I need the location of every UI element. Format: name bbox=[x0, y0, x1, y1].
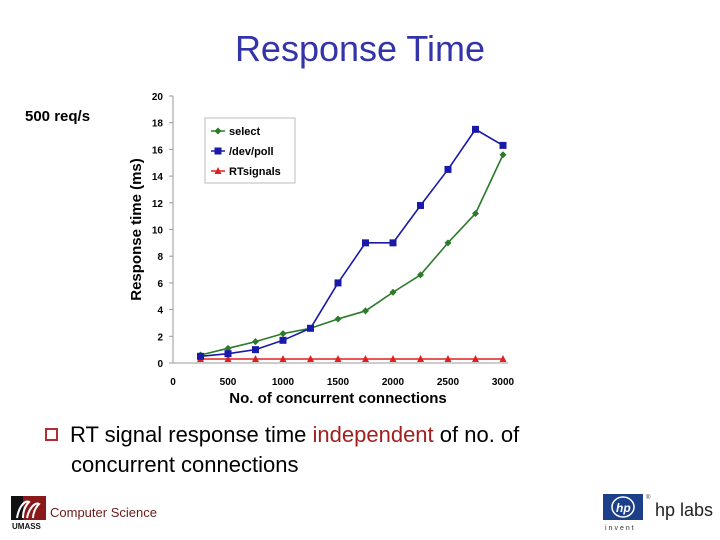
response-time-chart: 0 2 4 6 8 10 12 14 16 18 20 0 500 1000 1500 2000 2500 300… bbox=[128, 92, 515, 407]
x-tick-label: 1500 bbox=[327, 377, 350, 388]
y-tick-label: 16 bbox=[152, 145, 164, 156]
series-line bbox=[200, 128, 504, 358]
bullet-box-icon bbox=[45, 428, 58, 441]
bullet-line2: concurrent connections bbox=[71, 452, 299, 477]
x-tick-label: 0 bbox=[170, 377, 176, 388]
svg-text:UMASS: UMASS bbox=[12, 522, 42, 530]
bullet-point: RT signal response time independent of n… bbox=[45, 420, 645, 480]
legend-label: /dev/poll bbox=[229, 146, 274, 158]
y-axis-label: Response time (ms) bbox=[128, 158, 145, 301]
y-tick-label: 20 bbox=[152, 92, 164, 103]
bullet-text-pre: RT signal response time bbox=[70, 422, 313, 447]
x-tick-label: 500 bbox=[220, 377, 237, 388]
legend-label: RTsignals bbox=[229, 166, 281, 178]
y-tick-label: 0 bbox=[157, 359, 163, 370]
y-tick-label: 12 bbox=[152, 199, 164, 210]
footer-department: Computer Science bbox=[50, 505, 157, 520]
bullet-highlight: independent bbox=[312, 422, 434, 447]
x-axis-label: No. of concurrent connections bbox=[229, 390, 447, 407]
svg-text:®: ® bbox=[646, 494, 651, 501]
legend-label: select bbox=[229, 126, 261, 138]
y-tick-label: 6 bbox=[157, 279, 163, 290]
footer-hplabs: hp labs bbox=[655, 500, 714, 520]
y-tick-label: 14 bbox=[152, 172, 164, 183]
svg-text:invent: invent bbox=[605, 525, 636, 532]
hp-logo-icon: hp ® invent bbox=[603, 494, 651, 532]
y-tick-label: 4 bbox=[157, 306, 163, 317]
series-line bbox=[200, 154, 504, 356]
x-tick-label: 1000 bbox=[272, 377, 295, 388]
slide-title: Response Time bbox=[234, 28, 486, 69]
x-tick-label: 3000 bbox=[492, 377, 515, 388]
rate-label: 500 req/s bbox=[25, 108, 91, 125]
y-tick-label: 18 bbox=[152, 119, 164, 130]
x-tick-label: 2500 bbox=[437, 377, 460, 388]
y-tick-label: 8 bbox=[157, 252, 163, 263]
y-tick-label: 2 bbox=[157, 332, 163, 343]
y-tick-label: 10 bbox=[152, 226, 164, 237]
bullet-text-post: of no. of bbox=[433, 422, 520, 447]
svg-text:hp: hp bbox=[616, 501, 631, 515]
umass-logo-icon: UMASS bbox=[11, 496, 46, 530]
x-tick-label: 2000 bbox=[382, 377, 405, 388]
